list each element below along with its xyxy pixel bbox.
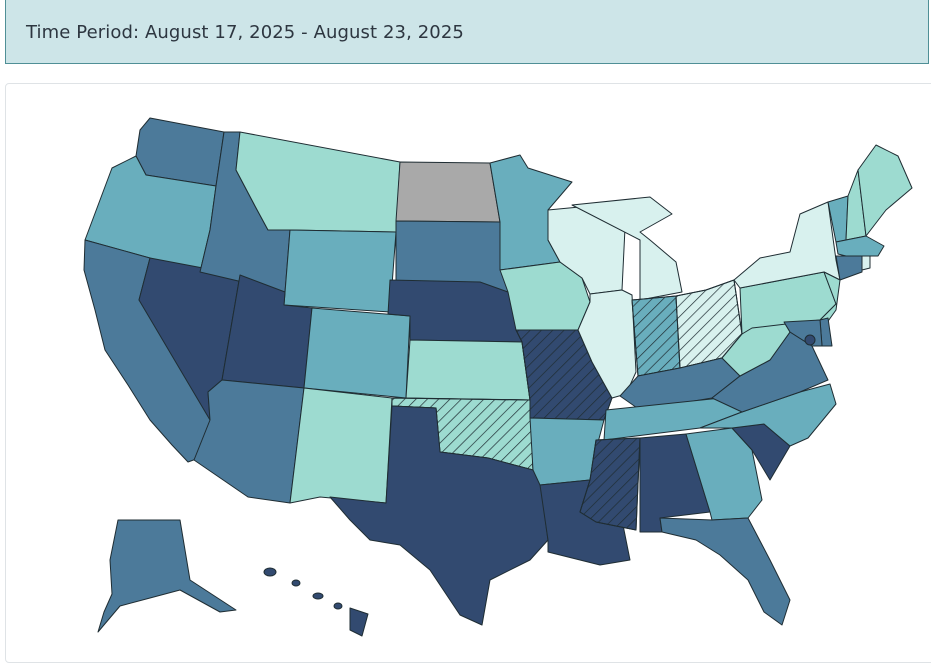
state-AK[interactable] xyxy=(97,519,237,633)
state-MT[interactable] xyxy=(235,131,401,233)
state-ME[interactable] xyxy=(857,144,913,237)
state-DC[interactable] xyxy=(804,334,816,346)
state-IN[interactable] xyxy=(631,295,681,377)
state-HI[interactable] xyxy=(263,567,369,637)
state-KS[interactable] xyxy=(405,339,531,401)
state-TX[interactable] xyxy=(329,405,549,626)
state-NY[interactable] xyxy=(733,201,841,289)
state-RI[interactable] xyxy=(861,255,871,271)
time-period-banner: Time Period: August 17, 2025 - August 23… xyxy=(5,0,929,64)
state-ND[interactable] xyxy=(395,161,501,223)
state-FL[interactable] xyxy=(659,517,791,626)
state-CO[interactable] xyxy=(303,307,411,399)
state-NM[interactable] xyxy=(289,387,393,504)
state-WY[interactable] xyxy=(283,229,397,313)
state-CT[interactable] xyxy=(835,255,863,281)
state-AZ[interactable] xyxy=(193,379,305,504)
state-IL[interactable] xyxy=(577,289,637,399)
time-period-label: Time Period: August 17, 2025 - August 23… xyxy=(26,22,464,43)
state-MA[interactable] xyxy=(835,235,885,257)
state-MI[interactable] xyxy=(571,196,683,301)
